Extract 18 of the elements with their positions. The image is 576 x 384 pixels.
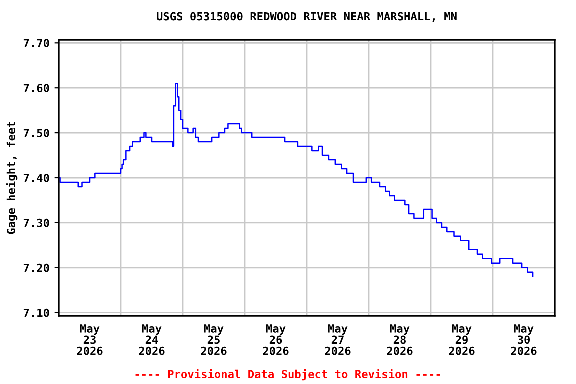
- y-tick-label: 7.20: [24, 264, 50, 272]
- x-tick-label: May 25 2026: [201, 324, 227, 356]
- x-tick-label: May 24 2026: [139, 324, 165, 356]
- x-tick-label: May 26 2026: [263, 324, 289, 356]
- y-axis-title: Gage height, feet: [6, 122, 18, 234]
- y-tick-label: 7.70: [24, 39, 50, 48]
- y-tick-label: 7.40: [24, 174, 50, 182]
- y-tick-label: 7.10: [24, 308, 50, 318]
- y-tick-label: 7.50: [24, 129, 50, 138]
- x-tick-label: May 28 2026: [387, 324, 413, 356]
- chart-title: USGS 05315000 REDWOOD RIVER NEAR MARSHALL, MN: [157, 12, 457, 22]
- text: ---- Provisional Data Subject to Revision ----: [136, 369, 440, 381]
- x-tick-label: May 27 2026: [325, 324, 351, 356]
- y-tick-label: 7.30: [24, 218, 50, 228]
- x-tick-label: May 30 2026: [511, 324, 537, 356]
- x-tick-label: May 29 2026: [449, 324, 475, 356]
- y-tick-label: 7.60: [24, 84, 50, 92]
- x-tick-label: May 23 2026: [77, 324, 103, 356]
